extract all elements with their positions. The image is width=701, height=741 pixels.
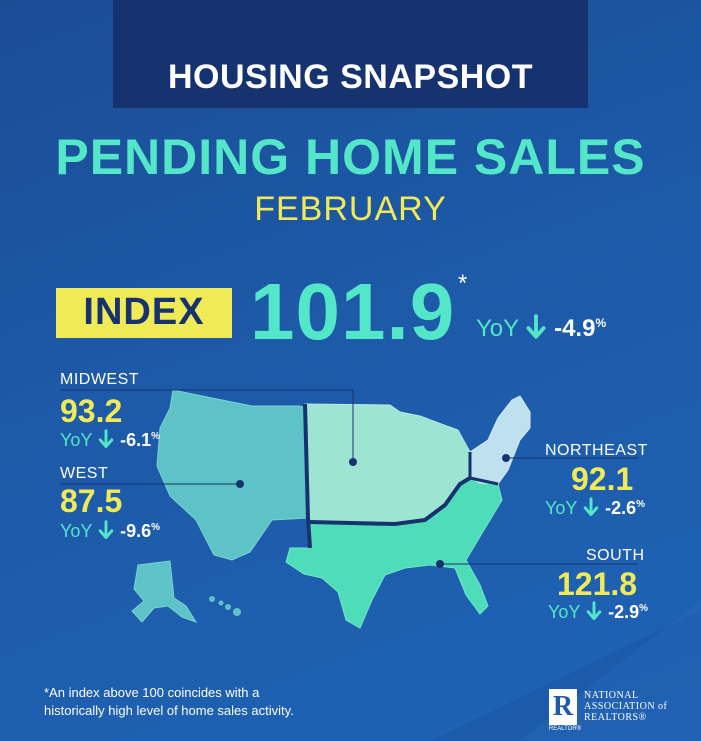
realtor-logo-letter: R — [552, 691, 574, 722]
footnote: *An index above 100 coincides with a his… — [44, 684, 374, 720]
south-name: SOUTH — [586, 547, 645, 564]
yoy-label: YoY — [60, 430, 93, 450]
northeast-yoy: YoY -2.6% — [545, 497, 645, 519]
northeast-value: 92.1 — [571, 461, 634, 497]
map-northeast-region — [469, 395, 531, 485]
south-value: 121.8 — [557, 566, 638, 602]
west-yoy: YoY -9.6% — [60, 520, 160, 542]
northeast-callout-dot — [502, 454, 510, 462]
south-callout-dot — [436, 560, 444, 568]
yoy-label: YoY — [548, 602, 581, 622]
nar-logo-line-3: REALTORS® — [584, 712, 647, 723]
yoy-change: -2.6 — [605, 498, 637, 518]
realtor-logo-icon — [549, 689, 577, 725]
south-yoy: YoY -2.9% — [548, 601, 648, 623]
down-arrow-icon — [583, 497, 599, 516]
page-title: PENDING HOME SALES — [55, 129, 646, 185]
yoy-unit: % — [595, 316, 607, 330]
yoy-change: -4.9 — [554, 315, 596, 342]
index-label-box — [56, 288, 232, 338]
yoy-label: YoY — [476, 315, 519, 342]
month-label: FEBRUARY — [254, 190, 447, 228]
map-west-region — [156, 389, 309, 561]
west-name: WEST — [60, 465, 109, 482]
nar-logo-line-1: NATIONAL — [584, 690, 639, 701]
map-hawaii — [209, 596, 241, 616]
yoy-unit: % — [636, 499, 646, 510]
header-banner — [113, 0, 588, 108]
nar-logo-line-2: ASSOCIATION of — [584, 701, 668, 712]
down-arrow-icon — [98, 520, 114, 539]
west-callout-dot — [236, 480, 244, 488]
yoy-change: -6.1 — [120, 430, 152, 450]
index-yoy: YoY -4.9% — [476, 314, 606, 343]
midwest-callout-dot — [349, 458, 357, 466]
yoy-change: -9.6 — [120, 521, 152, 541]
northeast-name: NORTHEAST — [545, 442, 648, 459]
midwest-name: MIDWEST — [60, 371, 140, 388]
footnote-line-1: *An index above 100 coincides with a — [44, 685, 260, 700]
yoy-change: -2.9 — [608, 602, 640, 622]
realtor-logo-caption: REALTOR® — [548, 726, 582, 732]
yoy-unit: % — [151, 431, 161, 442]
index-value: 101.9 — [250, 267, 456, 356]
down-arrow-icon — [98, 429, 114, 448]
down-arrow-icon — [526, 314, 546, 339]
midwest-callout-line — [60, 389, 354, 462]
yoy-label: YoY — [545, 498, 578, 518]
index-label: INDEX — [83, 291, 205, 333]
footnote-line-2: historically high level of home sales ac… — [44, 703, 294, 718]
index-asterisk: * — [458, 270, 468, 297]
map-alaska — [131, 560, 198, 623]
down-arrow-icon — [586, 601, 602, 620]
midwest-yoy: YoY -6.1% — [60, 429, 160, 451]
yoy-unit: % — [151, 522, 161, 533]
snapshot-title: HOUSING SNAPSHOT — [167, 58, 534, 96]
midwest-value: 93.2 — [60, 393, 123, 429]
west-value: 87.5 — [60, 483, 123, 519]
nar-logo-text: NATIONAL ASSOCIATION of REALTORS® — [584, 690, 694, 723]
yoy-label: YoY — [60, 521, 93, 541]
yoy-unit: % — [639, 603, 649, 614]
